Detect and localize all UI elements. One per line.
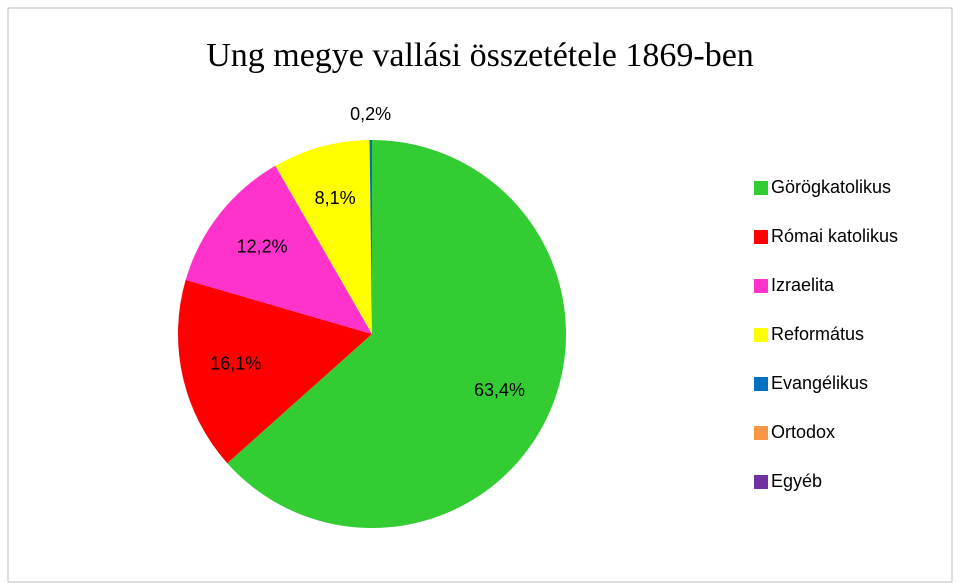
pie-slice [178,279,372,464]
chart-title: Ung megye vallási összetétele 1869-ben [206,37,754,74]
legend-label: Izraelita [771,275,835,295]
legend-label: Evangélikus [771,373,868,393]
legend-swatch [754,230,768,244]
data-label: 63,4% [474,380,525,400]
legend-label: Római katolikus [771,226,898,246]
pie-slice [275,140,372,334]
data-label: 8,1% [315,188,356,208]
legend-swatch [754,426,768,440]
legend-label: Görögkatolikus [771,177,891,197]
legend-label: Református [771,324,864,344]
data-label: 12,2% [237,236,288,256]
legend-swatch [754,181,768,195]
data-label: 0,2% [350,104,391,124]
legend-swatch [754,328,768,342]
legend-swatch [754,279,768,293]
legend-label: Ortodox [771,422,835,442]
legend-swatch [754,377,768,391]
data-label: 16,1% [210,354,261,374]
legend-label: Egyéb [771,471,822,491]
pie-slice [185,165,372,334]
legend-swatch [754,475,768,489]
pie-slice [227,140,566,528]
pie-slice [369,140,372,334]
